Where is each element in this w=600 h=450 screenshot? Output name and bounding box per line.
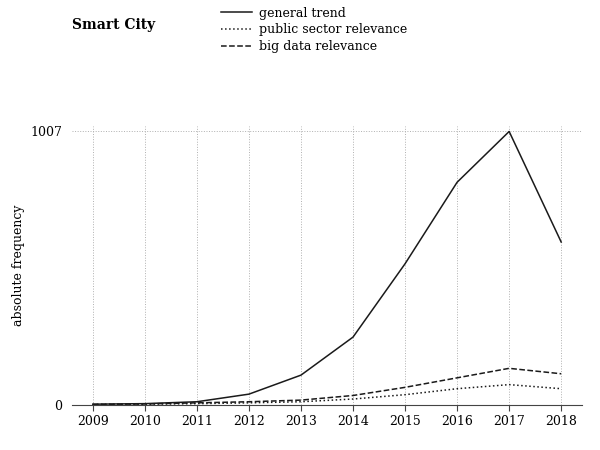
big data relevance	[401, 385, 409, 390]
Y-axis label: absolute frequency: absolute frequency	[12, 205, 25, 326]
public sector relevance	[454, 386, 461, 391]
Legend: general trend, public sector relevance, big data relevance: general trend, public sector relevance, …	[221, 7, 407, 53]
public sector relevance	[349, 396, 356, 402]
public sector relevance	[401, 392, 409, 397]
public sector relevance	[245, 400, 253, 405]
general trend	[401, 261, 409, 266]
Line: public sector relevance: public sector relevance	[93, 385, 561, 405]
public sector relevance	[89, 402, 97, 407]
general trend	[89, 401, 97, 407]
big data relevance	[298, 397, 305, 403]
public sector relevance	[141, 401, 148, 407]
Text: Smart City: Smart City	[72, 18, 155, 32]
general trend	[349, 334, 356, 340]
public sector relevance	[193, 401, 200, 406]
big data relevance	[506, 366, 513, 371]
Line: big data relevance: big data relevance	[93, 369, 561, 405]
big data relevance	[141, 401, 148, 407]
general trend	[193, 399, 200, 405]
general trend	[245, 392, 253, 397]
big data relevance	[193, 400, 200, 405]
general trend	[506, 129, 513, 134]
general trend	[557, 239, 565, 245]
general trend	[298, 373, 305, 378]
public sector relevance	[298, 399, 305, 405]
general trend	[141, 401, 148, 406]
big data relevance	[245, 399, 253, 405]
general trend	[454, 180, 461, 185]
public sector relevance	[557, 386, 565, 391]
Line: general trend: general trend	[93, 131, 561, 404]
public sector relevance	[506, 382, 513, 387]
big data relevance	[454, 375, 461, 381]
big data relevance	[349, 393, 356, 398]
big data relevance	[557, 371, 565, 377]
big data relevance	[89, 402, 97, 407]
